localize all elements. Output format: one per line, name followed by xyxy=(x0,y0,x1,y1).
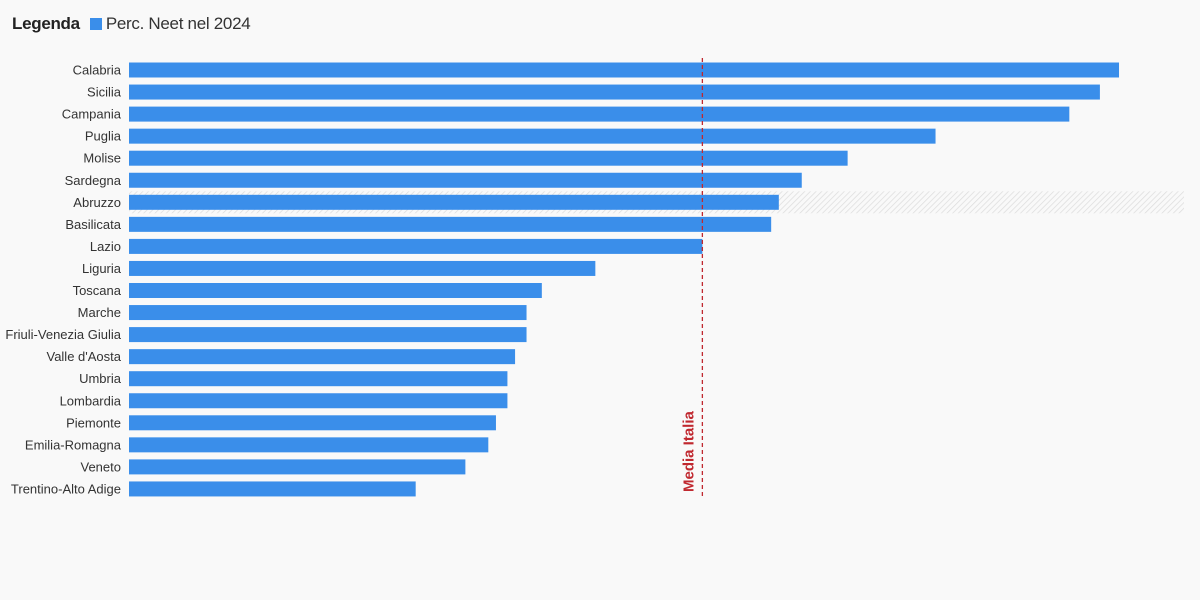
legend-series-label: Perc. Neet nel 2024 xyxy=(105,14,251,33)
category-label: Sardegna xyxy=(65,173,122,188)
category-label: Marche xyxy=(78,305,121,320)
bar xyxy=(129,283,542,298)
reference-line-label: Media Italia xyxy=(680,410,697,492)
legend: Legenda Perc. Neet nel 2024 xyxy=(12,13,251,35)
category-label: Friuli-Venezia Giulia xyxy=(5,327,121,342)
bar xyxy=(129,150,848,166)
category-label: Campania xyxy=(62,107,122,122)
bar xyxy=(129,106,1070,122)
bar xyxy=(129,172,802,188)
bar xyxy=(129,415,496,431)
bar xyxy=(129,260,596,276)
bar xyxy=(129,481,416,497)
category-label: Emilia-Romagna xyxy=(25,437,122,452)
bar xyxy=(129,437,489,453)
bar xyxy=(129,459,466,475)
category-label: Sicilia xyxy=(87,85,122,100)
category-label: Lombardia xyxy=(60,393,122,408)
bar xyxy=(129,84,1100,100)
legend-title: Legenda xyxy=(12,14,80,33)
category-label: Umbria xyxy=(79,371,122,386)
category-label: Liguria xyxy=(82,261,122,276)
bar xyxy=(129,393,508,409)
category-label: Molise xyxy=(83,151,121,166)
bar xyxy=(129,194,779,210)
category-label: Lazio xyxy=(90,239,121,254)
category-label: Calabria xyxy=(73,63,122,78)
legend-swatch xyxy=(89,18,102,30)
bar xyxy=(129,349,516,365)
category-label: Basilicata xyxy=(65,217,121,232)
category-label: Toscana xyxy=(73,283,122,298)
category-label: Piemonte xyxy=(66,415,121,430)
category-label: Valle d'Aosta xyxy=(46,349,121,364)
bar xyxy=(129,371,508,387)
category-label: Puglia xyxy=(85,129,122,144)
bar xyxy=(129,305,527,321)
category-label: Abruzzo xyxy=(73,195,121,210)
category-label: Veneto xyxy=(81,459,122,474)
bar xyxy=(129,238,703,254)
bar xyxy=(129,216,772,232)
bar xyxy=(129,327,527,343)
category-label: Trentino-Alto Adige xyxy=(11,481,121,496)
bar xyxy=(129,128,936,144)
bar xyxy=(129,62,1120,78)
